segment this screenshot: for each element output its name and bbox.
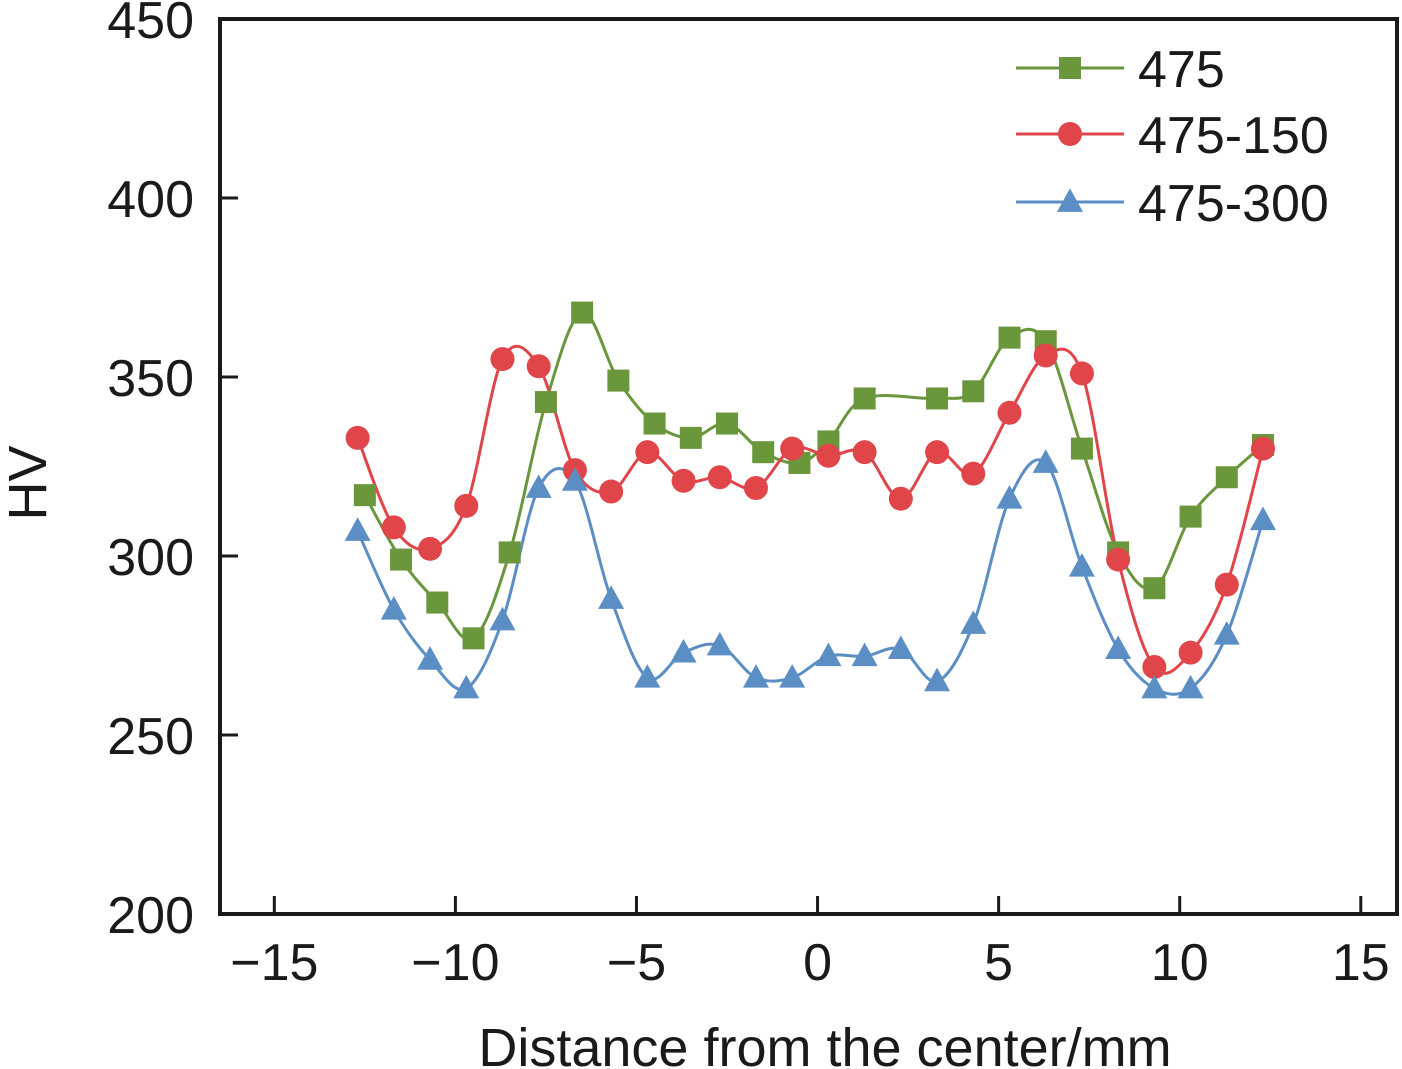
data-point-475-150: [1106, 547, 1131, 572]
plot-frame: [218, 17, 1399, 916]
data-point-475-150: [743, 475, 768, 500]
data-point-475: [607, 369, 630, 392]
data-point-475-300: [706, 631, 733, 656]
data-point-475-300: [1177, 674, 1204, 699]
y-tick-label: 450: [107, 0, 194, 50]
y-tick-label: 250: [107, 708, 194, 766]
data-point-475-150: [1069, 361, 1094, 386]
data-point-475-300: [960, 610, 987, 634]
legend: 475 475-150 475-300: [1016, 41, 1329, 233]
data-point-475: [926, 387, 949, 410]
x-tick-label: −5: [607, 934, 666, 992]
data-point-475-300: [924, 667, 951, 692]
data-point-475-150: [707, 465, 732, 490]
data-point-475-300: [1105, 635, 1132, 659]
data-point-475-300: [380, 596, 407, 620]
legend-label-475-150: 475-150: [1138, 107, 1329, 165]
data-point-475: [498, 541, 521, 564]
data-point-475-150: [888, 486, 913, 511]
legend-marker-475: [1059, 57, 1081, 79]
y-tick-label: 350: [107, 350, 194, 408]
data-point-475-300: [887, 635, 914, 659]
data-point-475-300: [634, 664, 661, 688]
data-point-475-150: [961, 461, 986, 486]
data-point-475: [426, 591, 449, 614]
data-point-475: [962, 380, 985, 403]
data-point-475-300: [1213, 621, 1240, 645]
data-point-475-150: [671, 468, 696, 493]
data-point-475: [1070, 437, 1093, 460]
axes: −15 −10 −5 0 5 10 15 200 250 300 350 400 450: [107, 0, 1399, 992]
legend-label-475-300: 475-300: [1138, 175, 1329, 233]
data-point-475-150: [490, 347, 515, 372]
data-point-475: [998, 326, 1021, 349]
data-point-475-300: [742, 664, 769, 688]
data-point-475: [643, 412, 666, 435]
data-point-475-300: [1032, 449, 1059, 473]
data-point-475-300: [996, 485, 1023, 509]
data-point-475-300: [815, 642, 842, 667]
data-point-475-300: [779, 664, 806, 688]
data-point-475-150: [526, 354, 551, 379]
data-point-475-150: [1142, 654, 1167, 679]
data-point-475-300: [344, 517, 371, 541]
data-point-475: [752, 441, 775, 464]
data-point-475-300: [1250, 506, 1277, 531]
series-line-475-300: [356, 458, 1265, 696]
x-tick-label: 5: [984, 934, 1013, 992]
data-point-475-150: [599, 479, 624, 504]
legend-label-475: 475: [1138, 41, 1225, 99]
data-point-475: [534, 391, 557, 414]
data-point-475: [1215, 466, 1238, 489]
data-point-475: [679, 426, 702, 449]
data-point-475-150: [345, 425, 370, 450]
data-point-475-150: [1214, 572, 1239, 597]
data-point-475-300: [1068, 553, 1095, 577]
data-point-475-150: [1178, 640, 1203, 665]
x-tick-label: −10: [411, 934, 499, 992]
data-point-475-150: [381, 515, 406, 540]
data-point-475-300: [417, 646, 444, 670]
legend-marker-475-300: [1057, 188, 1083, 212]
data-point-475-300: [489, 606, 516, 631]
x-tick-label: −15: [230, 934, 318, 992]
y-tick-label: 300: [107, 529, 194, 587]
data-point-475-150: [816, 443, 841, 468]
data-point-475-150: [635, 440, 660, 465]
y-tick-label: 200: [107, 887, 194, 945]
data-point-475: [390, 548, 413, 571]
data-point-475-150: [997, 400, 1022, 425]
data-point-475-150: [418, 536, 443, 561]
data-point-475: [716, 412, 739, 435]
data-point-475-150: [1251, 436, 1276, 461]
data-point-475-150: [780, 436, 805, 461]
data-point-475-300: [561, 467, 588, 491]
data-point-475-300: [1141, 674, 1168, 699]
data-point-475: [571, 301, 594, 324]
legend-marker-475-150: [1058, 122, 1082, 146]
data-point-475: [853, 387, 876, 410]
data-point-475-300: [525, 474, 552, 498]
x-tick-label: 15: [1332, 934, 1390, 992]
data-point-475-300: [453, 674, 480, 699]
x-tick-label: 10: [1151, 934, 1209, 992]
data-point-475-300: [670, 639, 697, 663]
data-point-475: [1179, 505, 1202, 528]
data-point-475-150: [852, 440, 877, 465]
data-point-475: [462, 627, 485, 650]
data-point-475-300: [598, 585, 625, 609]
x-axis-title: Distance from the center/mm: [478, 1018, 1171, 1069]
y-axis-title: HV: [0, 445, 58, 520]
data-point-475-150: [925, 440, 950, 465]
data-point-475-150: [454, 493, 479, 518]
y-tick-label: 400: [107, 171, 194, 229]
data-point-475: [353, 484, 376, 507]
x-tick-label: 0: [803, 934, 832, 992]
series-markers: [344, 301, 1277, 699]
data-point-475: [1143, 577, 1166, 600]
series-curves: [356, 311, 1265, 696]
data-point-475-300: [851, 642, 878, 667]
data-point-475-150: [1033, 343, 1058, 368]
